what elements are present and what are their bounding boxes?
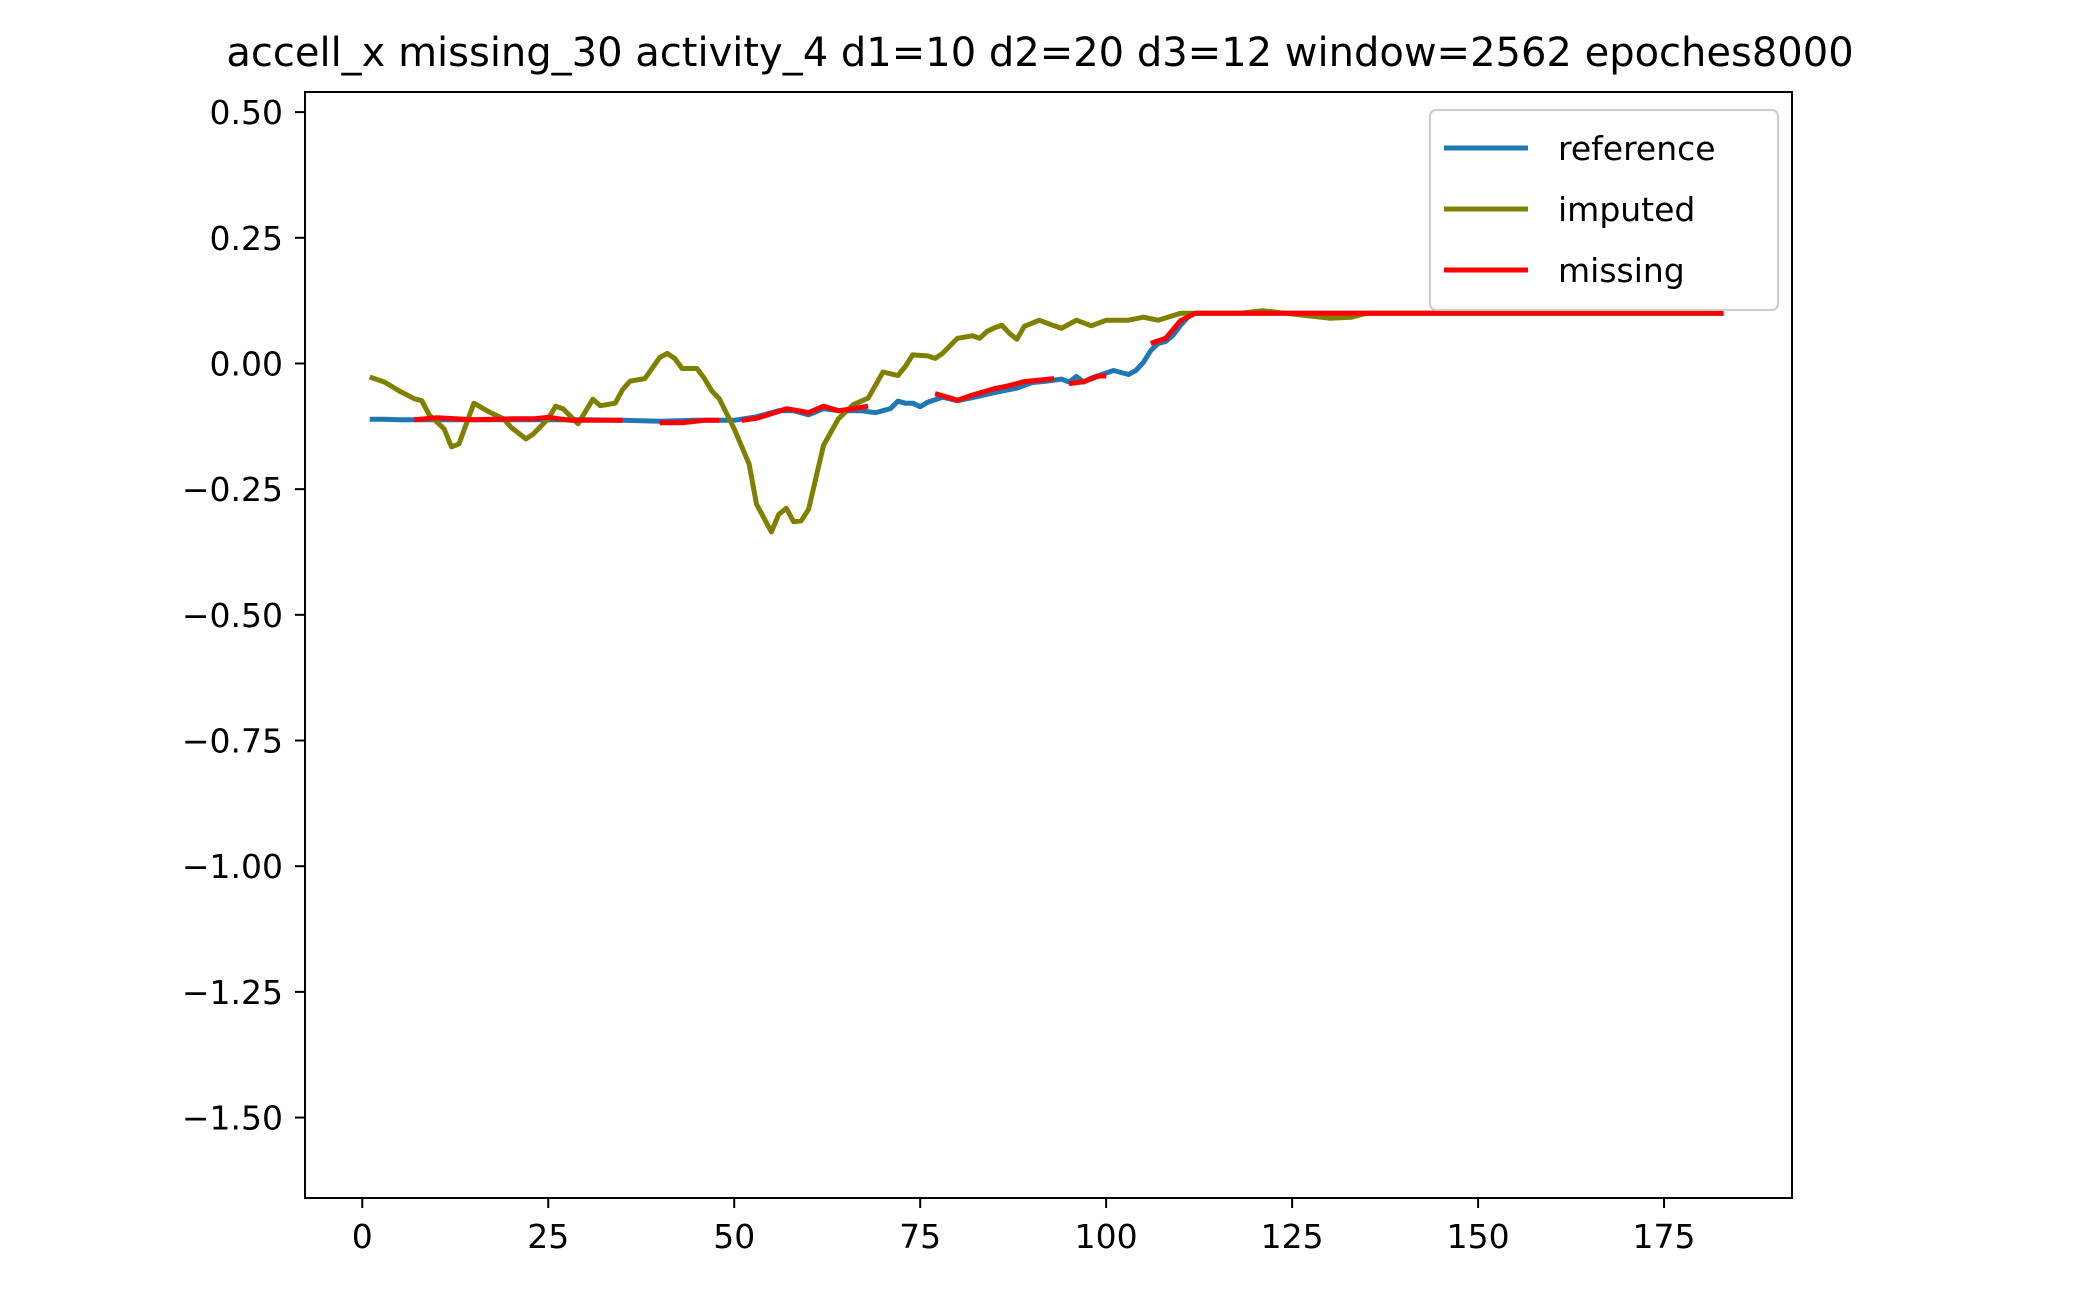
legend-label-reference: reference xyxy=(1558,129,1716,168)
x-axis: 0 25 50 75 100 125 150 175 xyxy=(352,1198,1696,1256)
series-line-missing xyxy=(741,403,869,423)
legend: reference imputed missing xyxy=(1429,109,1779,311)
x-tick-label: 25 xyxy=(527,1217,569,1256)
x-tick-label: 0 xyxy=(352,1217,373,1256)
y-tick-label: −1.50 xyxy=(182,1099,283,1138)
y-axis: 0.50 0.25 0.00 −0.25 −0.50 −0.75 −1.00 −1.25 −1.… xyxy=(182,93,305,1138)
y-tick-label: −0.50 xyxy=(182,596,283,635)
y-tick-label: 0.25 xyxy=(210,219,283,258)
y-tick-label: −0.75 xyxy=(182,722,283,761)
chart-title: accell_x missing_30 activity_4 d1=10 d2=… xyxy=(226,30,1853,76)
legend-label-missing: missing xyxy=(1558,251,1685,290)
plot-frame xyxy=(304,91,1793,1199)
x-tick-label: 50 xyxy=(713,1217,755,1256)
y-tick-label: 0.00 xyxy=(210,344,283,383)
x-tick-label: 150 xyxy=(1447,1217,1510,1256)
x-tick-label: 100 xyxy=(1075,1217,1138,1256)
series-line-missing xyxy=(414,414,623,423)
series-line-missing xyxy=(1149,310,1724,346)
x-tick-label: 175 xyxy=(1633,1217,1696,1256)
series-layer xyxy=(368,308,1724,535)
y-tick-label: −0.25 xyxy=(182,470,283,509)
y-tick-label: 0.50 xyxy=(210,93,283,132)
y-tick-label: −1.25 xyxy=(182,973,283,1012)
legend-box xyxy=(1429,109,1779,311)
y-tick-label: −1.00 xyxy=(182,847,283,886)
x-tick-label: 125 xyxy=(1261,1217,1324,1256)
series-line-missing xyxy=(1068,373,1107,387)
series-line-missing xyxy=(659,417,720,426)
series-line-missing xyxy=(934,376,1055,403)
series-line-imputed xyxy=(368,308,1724,535)
legend-label-imputed: imputed xyxy=(1558,190,1695,229)
x-tick-label: 75 xyxy=(899,1217,941,1256)
